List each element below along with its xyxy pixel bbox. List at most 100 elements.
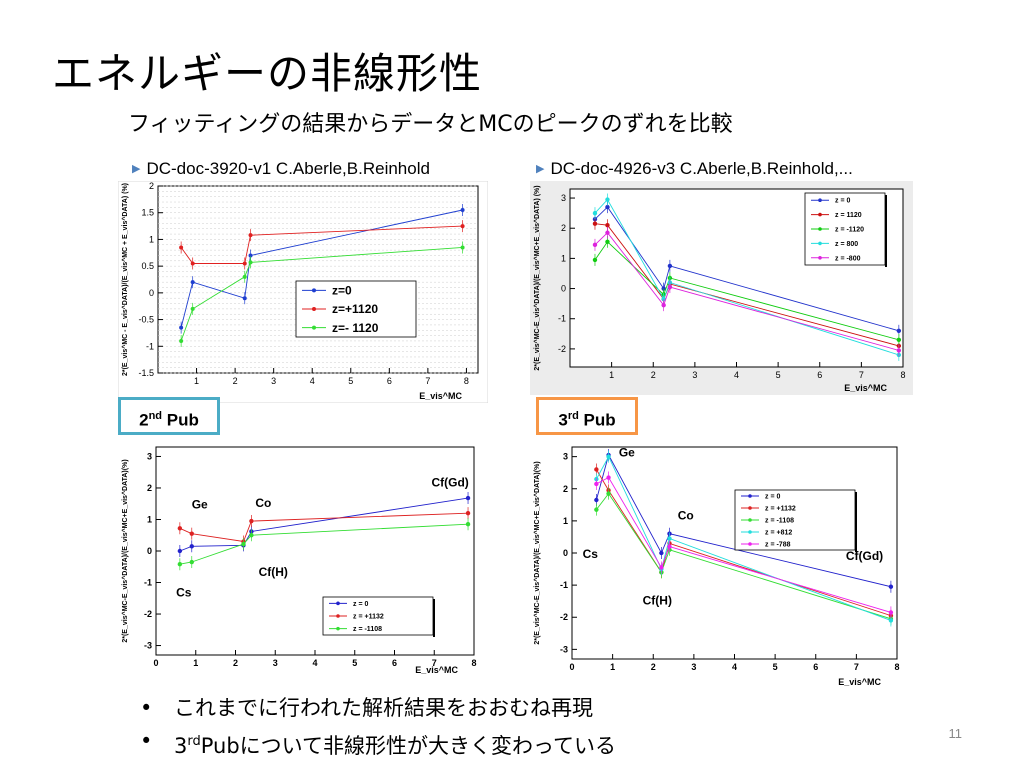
data-point [189,531,194,536]
legend-marker [818,212,822,217]
data-point [249,533,254,538]
x-tick-label: 7 [859,370,864,380]
data-point [594,507,599,512]
legend-marker [312,325,316,330]
y-tick-label: 2 [561,223,566,233]
legend-marker [312,307,316,311]
data-point [659,550,664,556]
data-point [460,224,465,229]
x-tick-label: 5 [352,658,357,668]
legend-entry: z = 0 [835,198,850,205]
data-point [592,210,598,216]
y-tick-label: 0 [563,548,568,558]
x-tick-label: 7 [432,658,437,668]
y-tick-label: 2 [149,181,154,191]
x-tick-label: 6 [392,658,397,668]
legend-entry: z = +812 [765,529,792,536]
reference-right: ▶ DC-doc-4926-v3 C.Aberle,B.Reinhold,... [536,159,853,179]
page-number: 11 [948,726,963,741]
data-point [606,454,611,459]
y-tick-label: -3 [144,641,152,651]
data-point [179,245,184,250]
annotation-label: Co [678,508,694,522]
x-tick-label: 6 [387,376,392,386]
legend-marker [818,198,822,202]
data-point [179,325,184,330]
x-tick-label: 5 [348,376,353,386]
legend-entry: z = -788 [765,541,791,548]
y-tick-label: 3 [561,193,566,203]
legend-entry: z = +1132 [353,613,384,620]
y-tick-label: 2 [147,483,152,493]
x-tick-label: 1 [193,658,198,668]
slide-title: エネルギーの非線形性 [52,49,483,98]
reference-left: ▶ DC-doc-3920-v1 C.Aberle,B.Reinhold [132,159,430,179]
chart-lower-right: -3 -2 -1 0 1 2 3 0 1 2 3 4 5 6 7 8 E_vis^MC 2*(E_vis^MC-E… [530,437,913,689]
y-tick-label: 3 [563,452,568,462]
legend-shadow [885,195,887,267]
y-tick-label: -1 [558,314,566,324]
annotation-label: Cf(H) [643,593,672,607]
x-tick-label: 8 [471,658,476,668]
plot-area [157,185,479,374]
x-axis-title: E_vis^MC [844,383,887,393]
y-tick-label: -1 [560,580,568,590]
legend-entry: z = -1120 [835,226,864,233]
x-tick-label: 3 [271,376,276,386]
x-tick-label: 2 [233,376,238,386]
legend-entry: z = -1108 [353,626,382,633]
legend-entry: z=+1120 [332,302,378,316]
bullet-item-1: • これまでに行われた解析結果をおおむね再現 [140,692,616,725]
y-tick-label: -1 [146,341,154,351]
data-point [177,548,183,554]
data-point [465,522,471,527]
legend-entry: z=0 [332,284,352,298]
y-tick-label: 3 [147,451,152,461]
legend-marker [818,256,822,260]
data-point [594,481,599,487]
data-point [248,260,253,265]
y-tick-label: 1.5 [141,208,154,218]
x-tick-label: 5 [773,662,778,672]
y-tick-label: -2 [558,344,566,354]
bullet-list: • これまでに行われた解析結果をおおむね再現 • 3rdPubについて非線形性が… [140,692,616,763]
y-tick-label: -3 [560,644,568,654]
x-tick-label: 7 [425,376,430,386]
data-point [460,245,465,250]
y-tick-label: 1 [563,516,568,526]
data-point [242,261,247,266]
legend-entry: z = 0 [765,493,780,500]
bullet-item-2: • 3rdPubについて非線形性が大きく変わっている [140,725,616,763]
data-point [592,257,598,263]
x-tick-label: 3 [692,370,697,380]
data-point [460,208,465,213]
data-point [190,280,195,285]
data-point [667,536,672,541]
y-tick-label: 1 [147,514,152,524]
data-point [190,306,195,311]
y-tick-label: -2 [144,609,152,619]
annotation-label: Co [255,496,271,510]
x-tick-label: 7 [854,662,859,672]
data-point [594,497,599,503]
x-tick-label: 0 [153,658,158,668]
y-tick-label: 0 [561,284,566,294]
y-tick-label: 1 [149,234,154,244]
data-point [179,338,184,343]
annotation-label: Cf(H) [259,565,288,579]
legend-marker [818,241,822,246]
data-point [189,544,194,549]
x-tick-label: 6 [813,662,818,672]
data-point [896,328,902,333]
x-tick-label: 8 [464,376,469,386]
data-point [896,337,902,343]
chart-svg-ur: -2 -1 0 1 2 3 1 2 3 4 5 6 7 8 E_vis^MC 2*(E_vis^MC-E_vi… [530,181,913,395]
data-point [661,286,666,291]
x-tick-label: 2 [233,658,238,668]
triangle-bullet-icon: ▶ [536,163,545,175]
data-point [241,541,246,547]
annotation-label: Ge [192,497,208,511]
data-point [594,467,599,472]
legend-marker [312,288,316,293]
data-point [242,274,247,279]
